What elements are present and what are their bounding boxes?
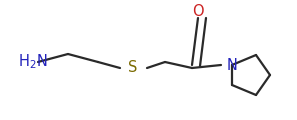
Text: O: O	[192, 4, 204, 19]
Text: H$_2$N: H$_2$N	[18, 53, 48, 71]
Text: N: N	[227, 57, 237, 72]
Text: S: S	[128, 60, 138, 75]
